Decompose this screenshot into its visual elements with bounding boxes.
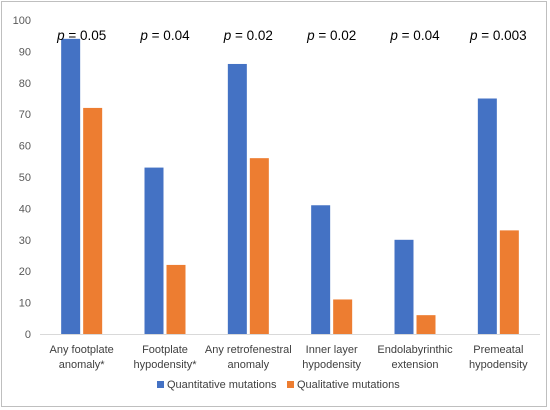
category-label: Inner layer (306, 344, 358, 356)
p-value-annotation: p = 0.05 (56, 28, 106, 43)
category-label: extension (391, 359, 438, 371)
category-label: hypodensity* (134, 359, 198, 371)
y-tick-label: 100 (13, 15, 31, 27)
bar-qualitative (83, 107, 103, 334)
category-label: Endolabyrinthic (377, 344, 453, 356)
legend-label-quantitative: Quantitative mutations (167, 379, 277, 391)
bar-qualitative (499, 230, 519, 334)
legend-swatch-qualitative (287, 381, 294, 388)
category-label: Footplate (142, 344, 188, 356)
bar-quantitative (61, 38, 81, 335)
y-tick-label: 70 (19, 109, 31, 121)
y-tick-label: 20 (19, 266, 31, 278)
y-tick-label: 10 (19, 298, 31, 310)
category-label: hypodensity (302, 359, 361, 371)
category-label: Any footplate (50, 344, 114, 356)
p-value-annotation: p = 0.02 (223, 28, 273, 43)
y-tick-label: 0 (25, 329, 31, 341)
y-tick-label: 50 (19, 172, 31, 184)
bar-quantitative (144, 167, 164, 334)
p-value-annotation: p = 0.02 (306, 28, 356, 43)
y-tick-label: 60 (19, 141, 31, 153)
category-label: Premeatal (473, 344, 523, 356)
p-value-annotation: p = 0.04 (389, 28, 440, 43)
category-label: anomaly (228, 359, 270, 371)
p-value-annotation: p = 0.003 (469, 28, 527, 43)
bar-quantitative (394, 239, 414, 334)
category-label: Any retrofenestral (205, 344, 292, 356)
category-label: hypodensity (469, 359, 528, 371)
legend-swatch-quantitative (157, 381, 164, 388)
category-label: anomaly* (59, 359, 106, 371)
bar-qualitative (333, 299, 353, 334)
y-tick-label: 30 (19, 235, 31, 247)
bar-quantitative (227, 63, 247, 335)
bar-qualitative (249, 158, 269, 334)
bar-quantitative (477, 98, 497, 334)
legend-label-qualitative: Qualitative mutations (297, 379, 400, 391)
y-tick-label: 40 (19, 203, 31, 215)
bar-quantitative (311, 205, 331, 334)
p-value-annotation: p = 0.04 (139, 28, 190, 43)
y-tick-label: 90 (19, 46, 31, 58)
bar-qualitative (416, 315, 436, 334)
y-tick-label: 80 (19, 78, 31, 90)
bar-qualitative (166, 264, 186, 334)
